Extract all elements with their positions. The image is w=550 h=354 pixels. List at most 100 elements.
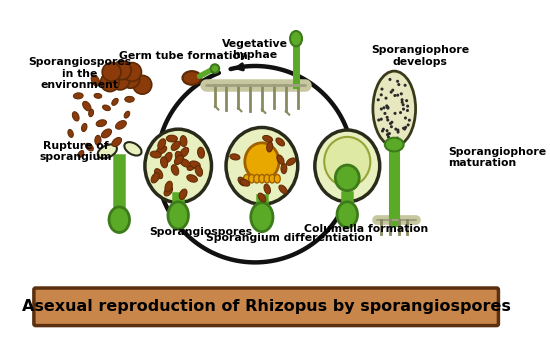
Ellipse shape <box>324 137 370 187</box>
Circle shape <box>404 116 407 120</box>
Circle shape <box>385 104 388 108</box>
Circle shape <box>389 122 392 125</box>
Circle shape <box>388 78 392 81</box>
Ellipse shape <box>267 142 273 152</box>
Circle shape <box>390 125 393 128</box>
Ellipse shape <box>112 137 122 147</box>
Ellipse shape <box>151 173 159 183</box>
Ellipse shape <box>287 158 296 165</box>
Ellipse shape <box>337 202 358 227</box>
Circle shape <box>390 121 393 124</box>
Ellipse shape <box>258 193 266 202</box>
Ellipse shape <box>274 175 280 183</box>
Circle shape <box>396 80 399 83</box>
Ellipse shape <box>106 85 114 90</box>
Circle shape <box>379 93 383 96</box>
Circle shape <box>388 132 391 135</box>
Ellipse shape <box>189 161 200 168</box>
Circle shape <box>384 97 388 100</box>
Ellipse shape <box>263 136 273 142</box>
Ellipse shape <box>180 147 189 157</box>
Text: Sporangiophore
develops: Sporangiophore develops <box>371 45 469 67</box>
Ellipse shape <box>78 150 84 158</box>
Circle shape <box>377 119 380 121</box>
Circle shape <box>391 88 394 92</box>
Circle shape <box>111 71 129 90</box>
Ellipse shape <box>240 179 250 186</box>
Circle shape <box>112 61 131 80</box>
Ellipse shape <box>157 146 167 154</box>
Ellipse shape <box>101 129 112 138</box>
Circle shape <box>121 69 140 88</box>
Ellipse shape <box>174 155 184 165</box>
Circle shape <box>396 137 399 140</box>
Ellipse shape <box>183 71 201 85</box>
Ellipse shape <box>125 96 134 102</box>
Ellipse shape <box>164 186 173 196</box>
FancyBboxPatch shape <box>34 288 498 326</box>
Circle shape <box>386 106 389 109</box>
Circle shape <box>397 129 399 132</box>
Ellipse shape <box>385 138 404 152</box>
Circle shape <box>393 112 397 115</box>
Ellipse shape <box>244 175 250 183</box>
Text: Sporangiospores: Sporangiospores <box>149 227 252 238</box>
Circle shape <box>386 133 389 136</box>
Ellipse shape <box>279 185 287 194</box>
Ellipse shape <box>168 202 189 229</box>
Ellipse shape <box>254 175 260 183</box>
Ellipse shape <box>81 124 87 132</box>
Circle shape <box>123 63 141 81</box>
Ellipse shape <box>68 130 73 137</box>
Ellipse shape <box>150 151 161 158</box>
Circle shape <box>402 103 405 106</box>
Circle shape <box>211 64 219 73</box>
Circle shape <box>394 127 398 131</box>
Ellipse shape <box>145 129 212 202</box>
Circle shape <box>397 83 400 86</box>
Circle shape <box>387 132 389 136</box>
Circle shape <box>387 136 390 138</box>
Text: Germ tube formation: Germ tube formation <box>119 51 248 61</box>
Circle shape <box>386 119 389 121</box>
Text: Asexual reproduction of Rhizopus by sporangiospores: Asexual reproduction of Rhizopus by spor… <box>21 299 510 314</box>
Circle shape <box>400 101 404 104</box>
Text: Sporangiophore
maturation: Sporangiophore maturation <box>448 147 546 168</box>
Circle shape <box>400 92 403 95</box>
Ellipse shape <box>259 175 265 183</box>
Ellipse shape <box>281 164 287 174</box>
Circle shape <box>383 112 387 115</box>
Ellipse shape <box>373 71 416 146</box>
Circle shape <box>133 75 152 94</box>
Circle shape <box>381 87 383 91</box>
Ellipse shape <box>82 101 91 111</box>
Ellipse shape <box>166 135 178 142</box>
Circle shape <box>101 73 119 92</box>
Ellipse shape <box>249 175 255 183</box>
Ellipse shape <box>164 152 172 163</box>
Circle shape <box>382 128 385 131</box>
Circle shape <box>386 107 389 110</box>
Ellipse shape <box>180 136 187 147</box>
Circle shape <box>379 118 383 121</box>
Circle shape <box>406 104 409 108</box>
Circle shape <box>404 84 406 87</box>
Ellipse shape <box>230 154 240 160</box>
Ellipse shape <box>165 181 172 192</box>
Ellipse shape <box>171 165 179 175</box>
Ellipse shape <box>98 144 117 158</box>
Ellipse shape <box>124 111 130 118</box>
Ellipse shape <box>124 142 141 155</box>
Circle shape <box>380 108 383 110</box>
Circle shape <box>404 126 407 129</box>
Ellipse shape <box>276 138 284 146</box>
Circle shape <box>386 116 389 119</box>
Ellipse shape <box>175 151 183 162</box>
Text: Sporangium differentiation: Sporangium differentiation <box>206 233 372 242</box>
Ellipse shape <box>238 177 246 186</box>
Circle shape <box>386 105 389 109</box>
Text: Rupture of
sporangium: Rupture of sporangium <box>40 141 112 162</box>
Ellipse shape <box>91 75 100 86</box>
Ellipse shape <box>171 141 180 150</box>
Ellipse shape <box>72 112 79 121</box>
